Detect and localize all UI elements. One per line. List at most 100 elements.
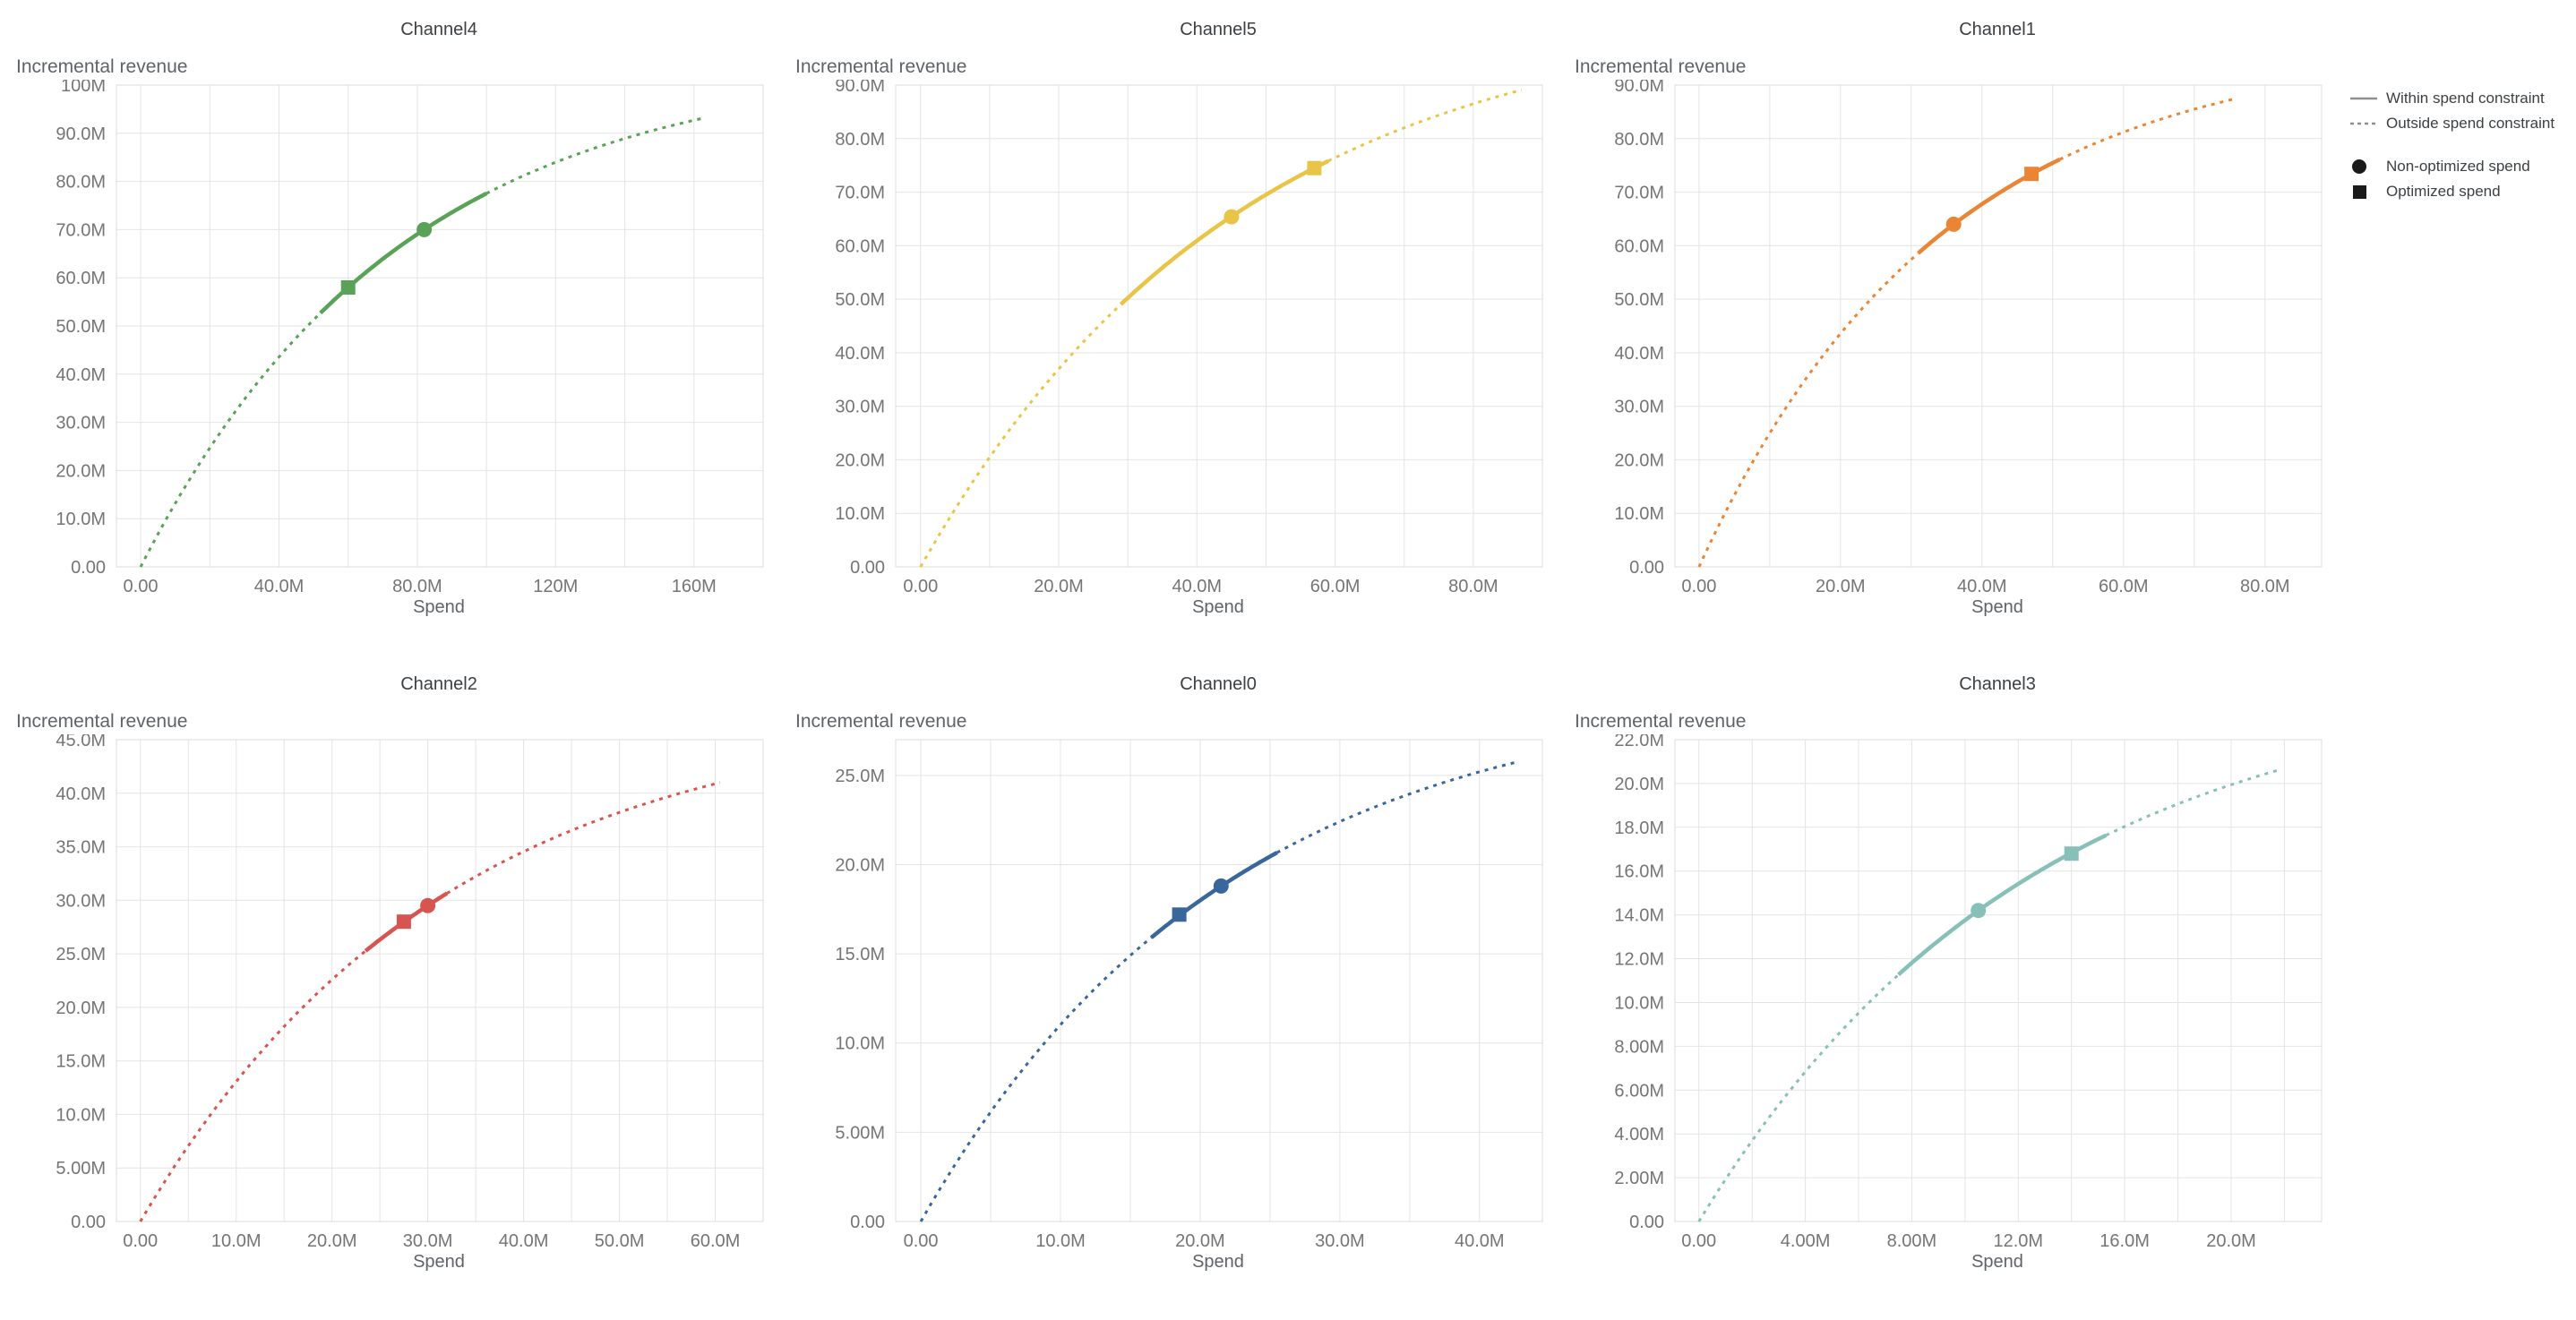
chart-cell-channel5: Channel5 Incremental revenue 0.00 20.0M 40… [788,5,1567,660]
y-tick-label: 20.0M [56,999,106,1018]
y-tick-label: 40.0M [835,344,885,364]
y-tick-label: 70.0M [835,184,885,203]
y-tick-label: 8.00M [1614,1037,1664,1057]
y-tick-label: 35.0M [56,838,106,858]
plot-border [895,739,1543,1222]
y-axis-label: Incremental revenue [1575,56,1747,77]
legend-line-style-group: Within spend constraint Outside spend co… [2348,86,2572,136]
optimized-spend-marker [340,280,356,295]
x-tick-label: 60.0M [691,1231,741,1251]
curve-within-constraint [319,192,488,315]
chart-title: Channel4 [400,20,477,39]
legend: Within spend constraint Outside spend co… [2348,86,2572,204]
y-tick-label: 20.0M [835,450,885,470]
curve-outside-constraint-upper [1275,761,1516,854]
x-tick-label: 40.0M [1957,577,2007,596]
legend-marker-group: Non-optimized spend Optimized spend [2348,154,2572,204]
y-tick-label: 40.0M [56,784,106,804]
y-tick-label: 90.0M [835,80,885,96]
y-tick-label: 20.0M [835,856,885,876]
y-axis-label: Incremental revenue [1575,711,1747,732]
x-tick-label: 0.00 [123,1231,158,1251]
x-tick-label: 80.0M [392,577,442,596]
y-axis-label: Incremental revenue [16,56,188,77]
x-tick-label: 20.0M [1034,577,1084,596]
plot-border [1674,739,2323,1222]
y-tick-label: 25.0M [835,767,885,786]
optimized-spend-marker [2064,846,2079,861]
x-tick-label: 0.00 [903,577,938,596]
y-tick-label: 90.0M [1614,80,1664,96]
y-tick-label: 0.00 [850,558,885,578]
x-tick-label: 10.0M [211,1231,262,1251]
response-curve-plot-channel0: 0.00 10.0M 20.0M 30.0M 40.0M 0.00 5.00M 10.0M 15… [835,739,1543,1251]
y-tick-label: 60.0M [1614,236,1664,256]
plot-border [1674,84,2323,568]
y-tick-label: 60.0M [835,236,885,256]
response-curve-plot-channel1: 0.00 20.0M 40.0M 60.0M 80.0M 0.00 10.0M 20.0M 30… [1614,80,2323,596]
chart-title: Channel1 [1959,20,2036,39]
y-tick-label: 30.0M [56,891,106,911]
y-tick-label: 100M [61,80,106,96]
x-tick-label: 12.0M [1994,1231,2044,1251]
x-axis-label: Spend [1971,597,2023,617]
y-tick-label: 20.0M [56,461,106,481]
x-tick-label: 20.0M [1816,577,1866,596]
y-tick-label: 14.0M [1614,906,1664,926]
chart-cell-channel0: Channel0 Incremental revenue 0.00 10.0M 20… [788,660,1567,1315]
legend-item-label: Optimized spend [2386,183,2501,200]
non-optimized-spend-marker [1971,903,1987,919]
response-curve-plot-channel4: 0.00 40.0M 80.0M 120M 160M 0.00 10.0M 20.0M 30.0… [56,80,764,596]
chart-title: Channel2 [400,674,477,694]
y-tick-label: 80.0M [1614,130,1664,150]
y-tick-label: 15.0M [56,1052,106,1072]
y-tick-label: 50.0M [835,290,885,310]
y-tick-label: 0.00 [1629,1213,1664,1232]
y-tick-label: 6.00M [1614,1081,1664,1101]
non-optimized-spend-marker [1213,878,1229,894]
y-tick-label: 30.0M [835,398,885,417]
y-tick-label: 10.0M [56,510,106,529]
chart-title: Channel3 [1959,674,2036,694]
response-curve-plot-channel2: 0.00 10.0M 20.0M 30.0M 40.0M 50.0M 60.0M 0.00 5.… [56,734,764,1251]
x-tick-label: 40.0M [254,577,305,596]
chart-cell-channel2: Channel2 Incremental revenue 0.00 10.0M 20… [9,660,788,1315]
y-tick-label: 50.0M [56,317,106,337]
plot-border [116,84,764,568]
curve-outside-constraint-lower [919,936,1153,1222]
non-optimized-spend-marker [1224,209,1240,225]
legend-item-outside-spend-constraint: Outside spend constraint [2348,111,2572,136]
curve-outside-constraint-upper [2105,768,2280,837]
circle-marker-icon [2352,159,2366,174]
x-tick-label: 4.00M [1781,1231,1831,1251]
x-tick-label: 30.0M [1315,1231,1365,1251]
y-tick-label: 10.0M [1614,504,1664,524]
chart-title: Channel0 [1180,674,1257,694]
x-axis-label: Spend [1971,1252,2023,1272]
y-tick-label: 10.0M [835,504,885,524]
optimized-spend-marker [1172,907,1187,922]
y-tick-label: 80.0M [835,130,885,150]
x-axis-label: Spend [1192,597,1244,617]
response-curve-plot-channel5: 0.00 20.0M 40.0M 60.0M 80.0M 0.00 10.0M 20.0M 30… [835,80,1543,596]
curve-outside-constraint-upper [485,116,705,195]
non-optimized-spend-marker [1945,216,1962,232]
y-tick-label: 16.0M [1614,862,1664,882]
x-tick-label: 20.0M [2206,1231,2256,1251]
y-tick-label: 10.0M [835,1034,885,1054]
x-axis-label: Spend [413,1252,465,1272]
x-tick-label: 80.0M [1448,577,1498,596]
curve-within-constraint [1149,851,1278,939]
x-tick-label: 30.0M [403,1231,453,1251]
plot-border [895,84,1543,568]
x-tick-label: 60.0M [2099,577,2149,596]
curve-outside-constraint-lower [919,303,1122,568]
x-axis-label: Spend [413,597,465,617]
legend-item-label: Non-optimized spend [2386,158,2530,175]
chart-cell-channel1: Channel1 Incremental revenue 0.00 20.0M 40… [1567,5,2347,660]
x-tick-label: 16.0M [2099,1231,2150,1251]
curve-outside-constraint-lower [1697,973,1900,1222]
x-tick-label: 0.00 [1681,1231,1716,1251]
x-tick-label: 40.0M [1172,577,1223,596]
x-tick-label: 0.00 [1681,577,1716,596]
